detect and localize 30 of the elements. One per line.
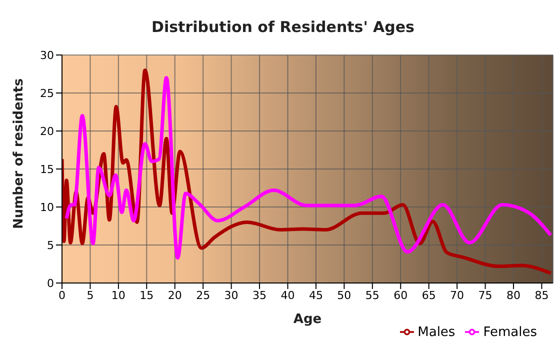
legend-label: Males: [418, 325, 456, 340]
y-tick-label: 15: [40, 162, 54, 176]
x-tick-label: 30: [224, 288, 238, 302]
x-tick-label: 20: [168, 288, 182, 302]
x-axis-title: Age: [293, 312, 322, 327]
x-tick-label: 0: [58, 288, 66, 302]
x-tick-label: 75: [478, 288, 492, 302]
x-tick-label: 60: [394, 288, 408, 302]
x-tick-label: 25: [196, 288, 210, 302]
y-tick-label: 5: [47, 238, 54, 252]
chart-title: Distribution of Residents' Ages: [150, 18, 416, 36]
x-tick-label: 40: [280, 288, 295, 302]
x-tick-label: 15: [140, 288, 154, 302]
y-tick-label: 25: [40, 86, 54, 100]
x-tick-label: 65: [422, 288, 436, 302]
x-tick-label: 45: [308, 288, 323, 302]
x-tick-label: 50: [337, 288, 352, 302]
x-tick-label: 35: [252, 288, 267, 302]
x-tick-label: 70: [450, 288, 464, 302]
y-tick-label: 30: [40, 48, 54, 62]
x-tick-label: 80: [506, 288, 520, 302]
x-tick-label: 10: [111, 288, 126, 302]
y-tick-label: 20: [40, 124, 54, 138]
legend-label: Females: [483, 325, 537, 340]
y-tick-label: 0: [47, 276, 54, 290]
x-tick-label: 85: [534, 288, 549, 302]
x-tick-label: 5: [86, 288, 94, 302]
y-axis-title: Number of residents: [12, 78, 27, 229]
y-tick-label: 10: [40, 200, 54, 214]
x-tick-label: 55: [365, 288, 380, 302]
